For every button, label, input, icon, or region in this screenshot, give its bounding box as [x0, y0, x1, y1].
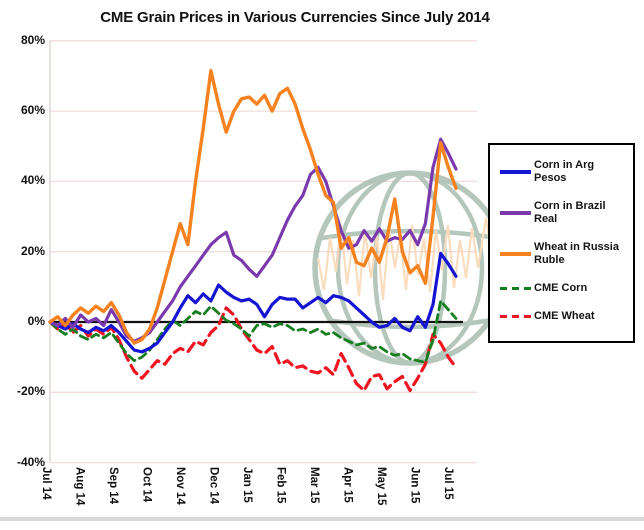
gridlines: [49, 40, 477, 464]
series-line-cme-wheat: [48, 306, 458, 393]
series-line-wheat-in-russia-ruble: [48, 68, 458, 345]
legend-item: Corn in Brazil Real: [500, 200, 629, 226]
legend-item: CME Corn: [500, 282, 629, 295]
chart-title: CME Grain Prices in Various Currencies S…: [100, 9, 490, 26]
x-tick-label: Aug 14: [73, 467, 86, 506]
legend-label: CME Wheat: [534, 309, 595, 322]
y-tick-label: -40%: [16, 454, 45, 469]
line-swatch-icon: [500, 211, 531, 216]
legend-label: Corn in Brazil Real: [534, 200, 606, 226]
x-tick-label: Apr 15: [341, 467, 354, 503]
x-tick-label: Nov 14: [174, 467, 186, 505]
y-tick-label: 20%: [20, 243, 45, 258]
x-tick-label: Dec 14: [207, 467, 220, 505]
line-swatch-icon: [500, 286, 531, 291]
series-line-corn-in-brazil-real: [48, 137, 458, 343]
y-tick-label: -20%: [16, 384, 45, 399]
x-tick-label: Oct 14: [140, 467, 153, 503]
legend: Corn in Arg Pesos Corn in Brazil Real Wh…: [488, 143, 635, 343]
x-tick-label: Jan 15: [241, 467, 253, 503]
legend-label: Wheat in Russia Ruble: [534, 241, 619, 267]
y-tick-label: 60%: [20, 103, 45, 118]
legend-item: Wheat in Russia Ruble: [500, 241, 629, 267]
y-tick-label: 80%: [20, 32, 45, 47]
legend-item: CME Wheat: [500, 310, 629, 323]
y-tick-label: 0%: [27, 314, 45, 328]
line-swatch-icon: [500, 170, 531, 175]
x-tick-label: Mar 15: [308, 467, 320, 504]
watermark-zigzag: [316, 217, 494, 301]
series-line-cme-corn: [48, 299, 458, 364]
x-tick-label: Sep 14: [107, 467, 119, 505]
line-swatch-icon: [500, 314, 531, 319]
x-tick-label: Feb 15: [274, 467, 287, 504]
legend-label: CME Corn: [534, 282, 588, 294]
x-tick-label: Jun 15: [408, 467, 421, 504]
legend-label: Corn in Arg Pesos: [534, 159, 595, 185]
x-tick-label: May 15: [375, 467, 387, 506]
y-tick-label: 40%: [20, 173, 45, 188]
line-swatch-icon: [500, 252, 531, 257]
legend-item: Corn in Arg Pesos: [500, 159, 629, 185]
series-line-corn-in-arg-pesos: [48, 251, 458, 354]
x-tick-label: Jul 15: [442, 467, 454, 500]
x-tick-label: Jul 14: [40, 467, 52, 500]
bottom-border: [0, 517, 644, 521]
